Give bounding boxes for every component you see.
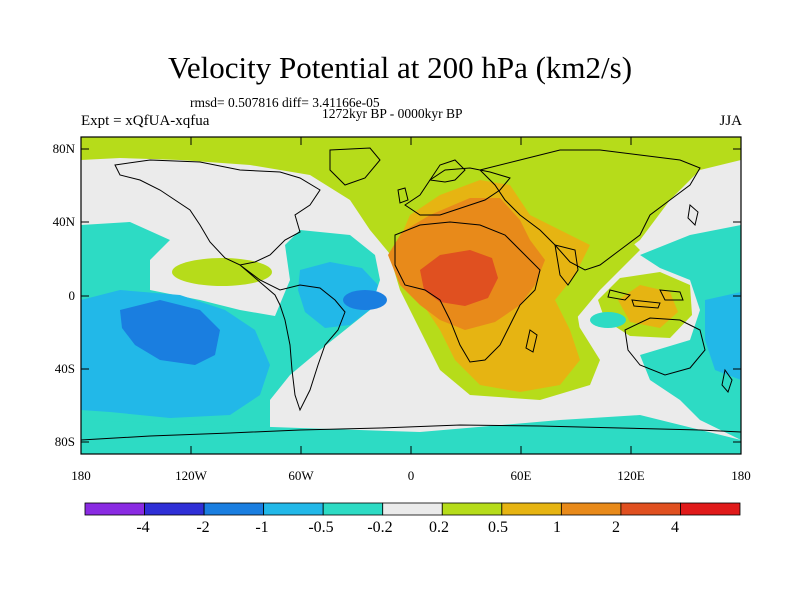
field-neg-strong-west bbox=[120, 300, 220, 365]
colorbar-swatch bbox=[382, 502, 443, 516]
lon-label-120e: 120E bbox=[617, 468, 645, 483]
colorbar-swatch bbox=[203, 502, 265, 516]
colorbar-label: -1 bbox=[255, 519, 269, 536]
lon-label-180w: 180 bbox=[71, 468, 91, 483]
colorbar-swatch bbox=[84, 502, 145, 516]
colorbar-label: 0.2 bbox=[429, 519, 449, 536]
field-neg-blob bbox=[590, 312, 626, 328]
colorbar-swatch bbox=[263, 502, 324, 516]
colorbar-swatch bbox=[322, 502, 384, 516]
lon-label-180e: 180 bbox=[731, 468, 751, 483]
colorbar-label: -4 bbox=[136, 519, 150, 536]
page-title: Velocity Potential at 200 hPa (km2/s) bbox=[167, 50, 633, 85]
colorbar-swatch bbox=[620, 502, 681, 516]
colorbar-swatch bbox=[560, 502, 622, 516]
lat-label-40n: 40N bbox=[52, 214, 75, 229]
colorbar-label: 2 bbox=[612, 519, 620, 536]
colorbar-swatch bbox=[501, 502, 562, 516]
lon-label-120w: 120W bbox=[175, 468, 207, 483]
field-neg-south bbox=[81, 415, 741, 454]
field-pos-pacific bbox=[172, 258, 272, 286]
lat-label-80s: 80S bbox=[54, 434, 75, 449]
field-neg-east bbox=[640, 225, 741, 440]
colorbar bbox=[84, 502, 741, 516]
colorbar-swatch bbox=[441, 502, 503, 516]
coastlines bbox=[81, 147, 741, 441]
colorbar-label: -2 bbox=[196, 519, 210, 536]
period-line: 1272kyr BP - 0000kyr BP bbox=[322, 106, 463, 121]
lon-label-60w: 60W bbox=[288, 468, 314, 483]
season-label: JJA bbox=[719, 113, 742, 129]
lat-label-80n: 80N bbox=[52, 141, 75, 156]
field-pos-max bbox=[420, 250, 498, 306]
axis-ticks bbox=[80, 137, 742, 454]
field-contours bbox=[81, 137, 741, 454]
lat-label-0: 0 bbox=[68, 288, 76, 303]
lon-label-0: 0 bbox=[407, 468, 415, 483]
colorbar-label: 4 bbox=[671, 519, 679, 536]
field-neg-mid-atl bbox=[298, 262, 378, 328]
colorbar-label: 1 bbox=[553, 519, 561, 536]
stats-line: rmsd= 0.507816 diff= 3.41166e-05 bbox=[190, 95, 380, 110]
colorbar-label: -0.5 bbox=[308, 519, 334, 536]
lon-label-60e: 60E bbox=[510, 468, 532, 483]
experiment-label: Expt = xQfUA-xqfua bbox=[81, 113, 210, 129]
colorbar-label: 0.5 bbox=[488, 519, 508, 536]
lat-label-40s: 40S bbox=[54, 361, 75, 376]
colorbar-swatch bbox=[144, 502, 205, 516]
field-neg-strong-atl bbox=[343, 290, 387, 310]
field-neg-mid-east bbox=[705, 292, 741, 380]
colorbar-swatch bbox=[680, 502, 741, 516]
colorbar-label: -0.2 bbox=[367, 519, 393, 536]
